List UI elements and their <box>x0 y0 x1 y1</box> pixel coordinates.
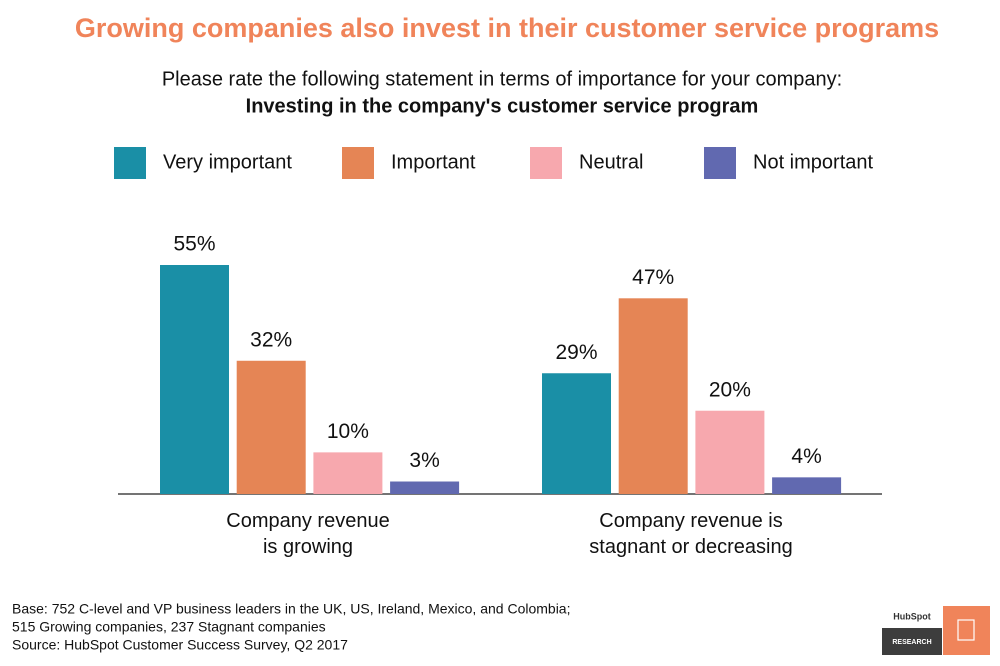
footnote: Base: 752 C-level and VP business leader… <box>12 601 570 617</box>
footnote: 515 Growing companies, 237 Stagnant comp… <box>12 619 326 635</box>
legend-swatch <box>342 147 374 179</box>
category-label: Company revenue is growing <box>226 510 390 558</box>
logo-clipboard <box>957 619 975 641</box>
category-label: Company revenue is stagnant or decreasin… <box>589 510 793 558</box>
value-label: 10% <box>327 420 369 443</box>
value-label: 3% <box>409 449 439 472</box>
legend-label: Not important <box>753 151 873 173</box>
value-label: 32% <box>250 328 292 351</box>
bar <box>618 298 688 494</box>
legend-label: Important <box>391 151 476 173</box>
bar <box>390 481 460 494</box>
legend-swatch <box>530 147 562 179</box>
bar <box>313 452 383 494</box>
chart-title: Growing companies also invest in their c… <box>75 13 939 43</box>
value-label: 55% <box>173 233 215 256</box>
footnote: Source: HubSpot Customer Success Survey,… <box>12 637 348 653</box>
value-label: 47% <box>632 266 674 289</box>
logo-icon <box>943 606 990 655</box>
legend-label: Very important <box>163 151 292 173</box>
logo-brand: HubSpot <box>893 611 931 621</box>
legend-swatch <box>704 147 736 179</box>
logo-box <box>882 628 942 655</box>
bar <box>160 265 229 494</box>
bar <box>695 410 765 494</box>
value-label: 4% <box>791 445 821 468</box>
question: Investing in the company's customer serv… <box>246 95 759 117</box>
bar <box>772 477 842 494</box>
value-label: 20% <box>709 378 751 401</box>
logo-label: RESEARCH <box>892 639 931 646</box>
bar <box>542 373 611 494</box>
value-label: 29% <box>555 341 597 364</box>
subtitle: Please rate the following statement in t… <box>162 68 842 90</box>
bar <box>236 360 306 494</box>
legend-label: Neutral <box>579 151 643 173</box>
legend-swatch <box>114 147 146 179</box>
